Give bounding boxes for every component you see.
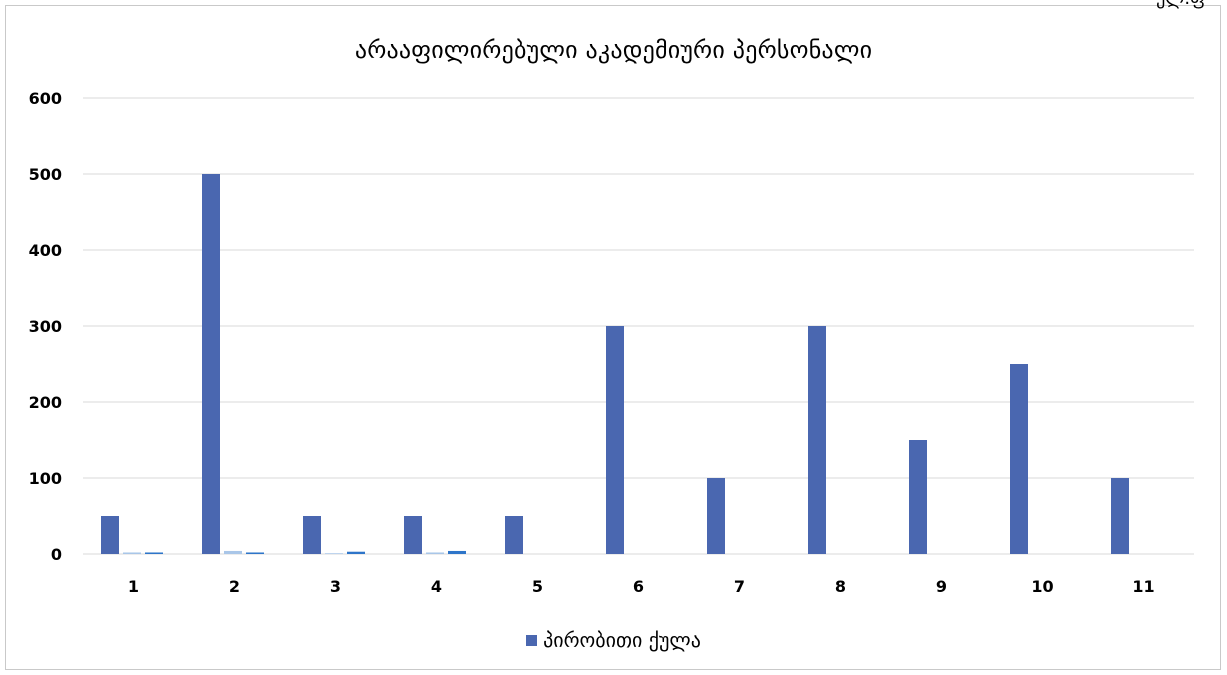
y-tick-label: 400 <box>29 241 62 260</box>
x-tick-label: 9 <box>936 577 947 596</box>
bar-primary-9 <box>909 440 927 554</box>
x-tick-label: 6 <box>633 577 644 596</box>
bar-primary-10 <box>1010 364 1028 554</box>
x-tick-label: 7 <box>734 577 745 596</box>
bar-series-1-1 <box>123 552 141 554</box>
bar-primary-4 <box>404 516 422 554</box>
bar-primary-11 <box>1111 478 1129 554</box>
x-tick-label: 3 <box>330 577 341 596</box>
x-tick-label: 4 <box>431 577 442 596</box>
bar-primary-8 <box>808 326 826 554</box>
x-tick-label: 10 <box>1031 577 1053 596</box>
gridlines <box>83 97 1194 555</box>
legend-swatch <box>526 634 538 646</box>
bar-primary-2 <box>202 174 220 554</box>
bar-series-2-3 <box>347 551 365 554</box>
y-tick-label: 600 <box>29 89 62 108</box>
x-axis-ticks: 1 2 3 4 5 6 7 8 9 10 11 <box>128 577 1155 596</box>
bar-series-1-2 <box>224 550 242 554</box>
y-tick-label: 100 <box>29 469 62 488</box>
x-tick-label: 2 <box>229 577 240 596</box>
x-tick-label: 1 <box>128 577 139 596</box>
bars <box>101 174 1129 554</box>
y-tick-label: 500 <box>29 165 62 184</box>
bar-series-1-4 <box>426 552 444 554</box>
y-tick-label: 0 <box>51 545 62 564</box>
bar-primary-3 <box>303 516 321 554</box>
bar-series-2-2 <box>246 552 264 554</box>
legend: პირობითი ქულა <box>0 628 1227 652</box>
bar-primary-1 <box>101 516 119 554</box>
bar-primary-5 <box>505 516 523 554</box>
chart-title: არააფილირებული აკადემიური პერსონალი <box>354 36 873 64</box>
y-tick-label: 200 <box>29 393 62 412</box>
y-axis-ticks: 0 100 200 300 400 500 600 <box>29 89 62 564</box>
x-tick-label: 5 <box>532 577 543 596</box>
bar-primary-6 <box>606 326 624 554</box>
corner-text: ელ.ფ <box>1156 0 1205 9</box>
y-tick-label: 300 <box>29 317 62 336</box>
bar-series-2-1 <box>145 552 163 554</box>
bar-series-2-4 <box>448 550 466 554</box>
bar-series-1-3 <box>325 553 343 554</box>
x-tick-label: 8 <box>835 577 846 596</box>
x-tick-label: 11 <box>1132 577 1154 596</box>
legend-label: პირობითი ქულა <box>543 628 701 652</box>
bar-primary-7 <box>707 478 725 554</box>
